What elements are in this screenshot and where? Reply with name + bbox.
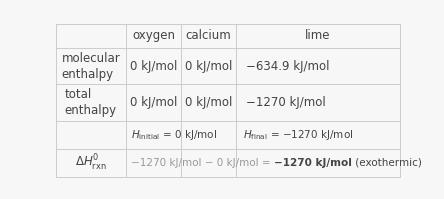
Text: molecular
enthalpy: molecular enthalpy [61,52,120,81]
Text: total
enthalpy: total enthalpy [65,88,117,117]
Text: calcium: calcium [186,29,231,42]
Text: lime: lime [305,29,331,42]
Text: $\mathit{H}_{\mathrm{final}}$ = −1270 kJ/mol: $\mathit{H}_{\mathrm{final}}$ = −1270 kJ… [243,128,353,142]
Text: $\Delta H^{0}_{\mathrm{rxn}}$: $\Delta H^{0}_{\mathrm{rxn}}$ [75,153,107,173]
Text: 0 kJ/mol: 0 kJ/mol [185,60,232,72]
Text: $\mathit{H}_{\mathrm{initial}}$ = 0 kJ/mol: $\mathit{H}_{\mathrm{initial}}$ = 0 kJ/m… [131,128,218,142]
Text: −1270 kJ/mol: −1270 kJ/mol [246,96,326,109]
Text: 0 kJ/mol: 0 kJ/mol [130,60,177,72]
Text: oxygen: oxygen [132,29,175,42]
Text: −1270 kJ/mol − 0 kJ/mol =: −1270 kJ/mol − 0 kJ/mol = [131,158,274,168]
Text: (exothermic): (exothermic) [352,158,422,168]
Text: 0 kJ/mol: 0 kJ/mol [130,96,177,109]
Text: 0 kJ/mol: 0 kJ/mol [185,96,232,109]
Text: −1270 kJ/mol: −1270 kJ/mol [274,158,352,168]
Text: −634.9 kJ/mol: −634.9 kJ/mol [246,60,330,72]
